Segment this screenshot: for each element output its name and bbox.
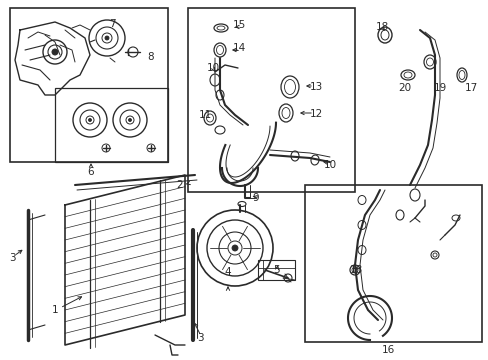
Circle shape bbox=[105, 36, 109, 40]
Text: 11: 11 bbox=[198, 110, 211, 120]
Text: 16: 16 bbox=[381, 345, 394, 355]
Circle shape bbox=[128, 118, 131, 122]
Text: 15: 15 bbox=[232, 20, 245, 30]
Bar bbox=[258, 260, 294, 280]
Bar bbox=[305, 185, 481, 342]
Text: 5: 5 bbox=[273, 265, 280, 275]
Circle shape bbox=[52, 49, 58, 55]
Text: 4: 4 bbox=[224, 267, 231, 277]
Text: 10: 10 bbox=[206, 63, 219, 73]
Text: 2: 2 bbox=[176, 180, 183, 190]
Text: 10: 10 bbox=[323, 160, 336, 170]
Text: 18: 18 bbox=[375, 22, 388, 32]
Text: 6: 6 bbox=[87, 167, 94, 177]
Text: 14: 14 bbox=[232, 43, 245, 53]
Text: 9: 9 bbox=[252, 193, 259, 203]
Circle shape bbox=[88, 118, 91, 122]
Text: 8: 8 bbox=[147, 52, 154, 62]
Text: 12: 12 bbox=[309, 109, 322, 119]
Text: 7: 7 bbox=[108, 19, 115, 29]
Bar bbox=[10, 8, 168, 162]
Text: 19: 19 bbox=[432, 83, 446, 93]
Bar bbox=[187, 8, 354, 192]
Bar bbox=[55, 88, 168, 162]
Text: 20: 20 bbox=[398, 83, 411, 93]
Text: 13: 13 bbox=[309, 82, 322, 92]
Text: 1: 1 bbox=[52, 305, 58, 315]
Circle shape bbox=[231, 245, 238, 251]
Text: 3: 3 bbox=[9, 253, 15, 263]
Text: 17: 17 bbox=[464, 83, 477, 93]
Text: 3: 3 bbox=[196, 333, 203, 343]
Text: 18: 18 bbox=[348, 265, 362, 275]
